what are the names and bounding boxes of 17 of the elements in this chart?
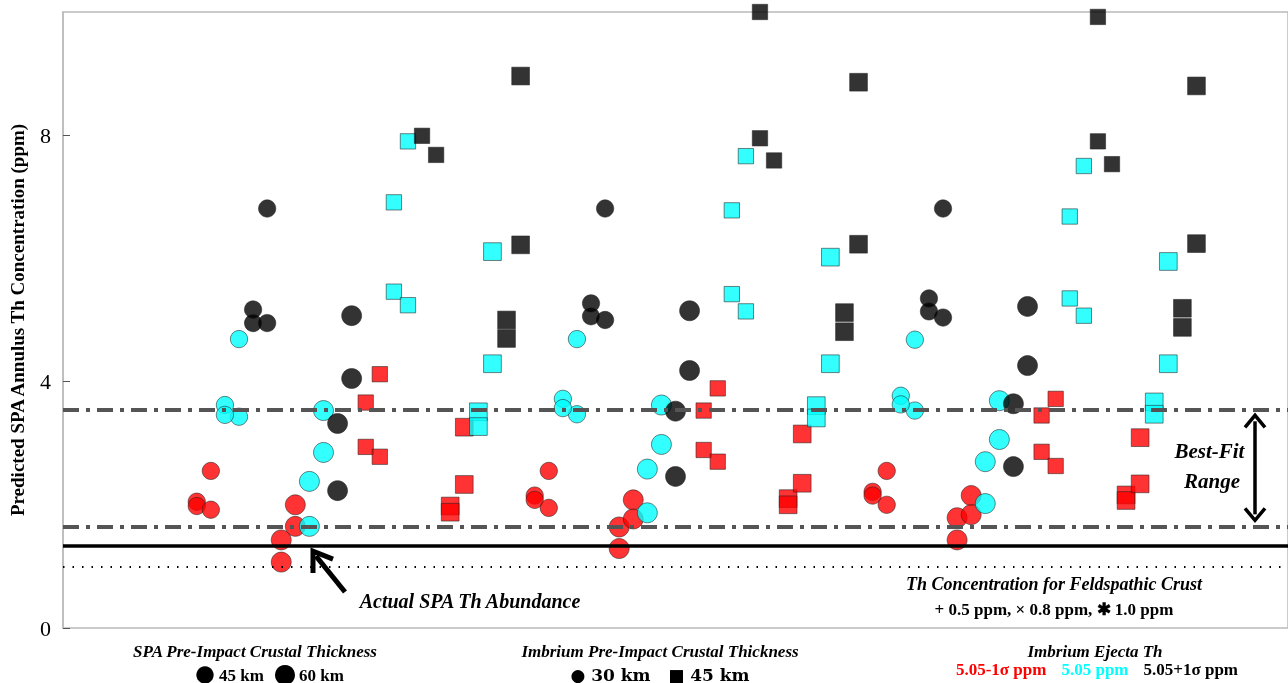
y-tick-label: 4 [40,369,51,395]
text: ● 30 km ■ 45 km [570,665,750,683]
annotation: + 0.5 ppm, × 0.8 ppm, ✱ 1.0 ppm [934,599,1174,619]
y-axis-title: Predicted SPA Annulus Th Concentration (ppm) [7,123,29,517]
text: 5.05+1σ ppm [1143,660,1239,679]
text: Imbrium Pre-Impact Crustal Thickness [520,641,799,661]
annotation: Th Concentration for Feldspathic Crust [905,574,1204,594]
text: 5.05-1σ ppm [955,660,1047,679]
text: SPA Pre-Impact Crustal Thickness [133,641,378,661]
legend-label: 60 km [299,665,344,683]
annotation: Best-Fit Range [1173,439,1250,493]
y-tick-label: 8 [40,122,51,148]
y-tick-label: 0 [40,615,51,641]
text: 5.05 ppm [1061,660,1129,679]
legend-title: Imbrium Ejecta Th [1026,641,1163,661]
annotation: Actual SPA Th Abundance [357,590,581,612]
legend-label: 45 km [219,665,264,683]
